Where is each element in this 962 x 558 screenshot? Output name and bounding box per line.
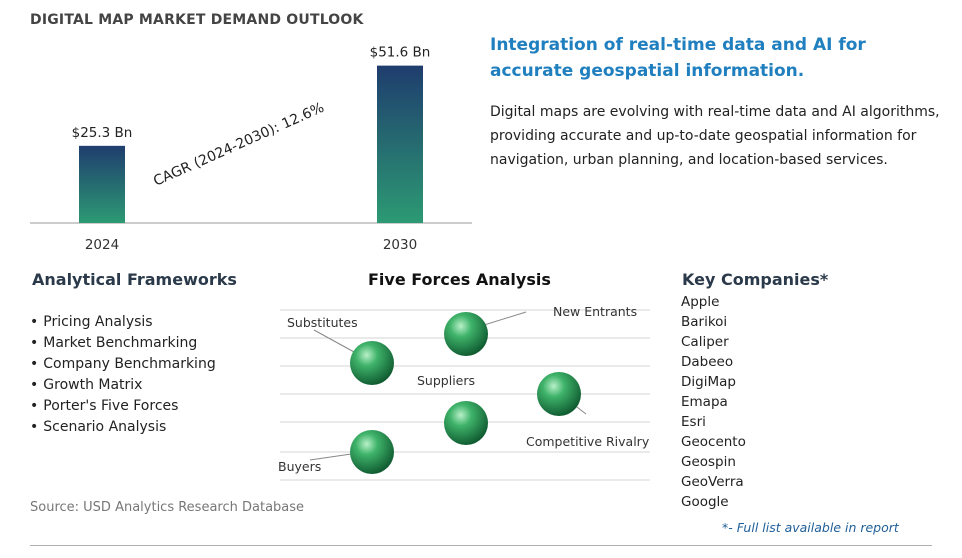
company-item: Geospin	[681, 454, 736, 470]
force-sphere	[444, 401, 488, 445]
company-item: DigiMap	[681, 374, 736, 390]
company-item: Apple	[681, 294, 720, 310]
bar-value-label: $25.3 Bn	[72, 125, 133, 141]
frameworks-title: Analytical Frameworks	[32, 270, 237, 289]
framework-item: Scenario Analysis	[30, 417, 216, 438]
framework-item: Porter's Five Forces	[30, 396, 216, 417]
force-sphere	[350, 341, 394, 385]
bar-value-label: $51.6 Bn	[370, 45, 431, 61]
company-item: Emapa	[681, 394, 728, 410]
five-forces-diagram: Substitutes New Entrants Suppliers Compe…	[278, 304, 650, 481]
force-label-suppliers: Suppliers	[417, 373, 475, 388]
company-item: Dabeeo	[681, 354, 734, 370]
bar-chart: $25.3 Bn 2024 $51.6 Bn 2030 CAGR (2024-2030…	[30, 45, 472, 253]
bar-2024	[79, 145, 125, 223]
cagr-annotation: CAGR (2024-2030): 12.6%	[151, 100, 327, 190]
insight-body: Digital maps are evolving with real-time…	[490, 104, 940, 168]
companies-footnote: *- Full list available in report	[722, 520, 899, 535]
force-label-competitive-rivalry: Competitive Rivalry	[526, 434, 650, 449]
companies-list: Apple Barikoi Caliper Dabeeo DigiMap Ema…	[681, 292, 746, 512]
source-note: Source: USD Analytics Research Database	[30, 500, 305, 515]
force-label-new-entrants: New Entrants	[553, 304, 637, 319]
x-tick-label: 2030	[383, 237, 417, 253]
companies-title: Key Companies*	[682, 270, 829, 289]
frameworks-list: Pricing Analysis Market Benchmarking Com…	[30, 312, 216, 438]
force-label-buyers: Buyers	[278, 459, 321, 474]
bar-2030	[377, 65, 423, 224]
force-label-substitutes: Substitutes	[287, 315, 358, 330]
company-item: Caliper	[681, 334, 729, 350]
insight-headline: Integration of real-time data and AI for…	[490, 35, 866, 81]
bottom-divider	[30, 545, 932, 546]
company-item: Google	[681, 494, 729, 510]
force-sphere	[350, 430, 394, 474]
company-item: GeoVerra	[681, 474, 744, 490]
framework-item: Growth Matrix	[30, 375, 216, 396]
company-item: Geocento	[681, 434, 746, 450]
force-sphere	[444, 312, 488, 356]
framework-item: Company Benchmarking	[30, 354, 215, 375]
framework-item: Market Benchmarking	[30, 333, 216, 354]
framework-item: Pricing Analysis	[30, 312, 216, 333]
x-tick-label: 2024	[85, 237, 119, 253]
five-forces-title: Five Forces Analysis	[368, 270, 551, 289]
company-item: Barikoi	[681, 314, 728, 330]
page-title: DIGITAL MAP MARKET DEMAND OUTLOOK	[30, 12, 364, 28]
company-item: Esri	[681, 414, 706, 430]
force-sphere	[537, 372, 581, 416]
